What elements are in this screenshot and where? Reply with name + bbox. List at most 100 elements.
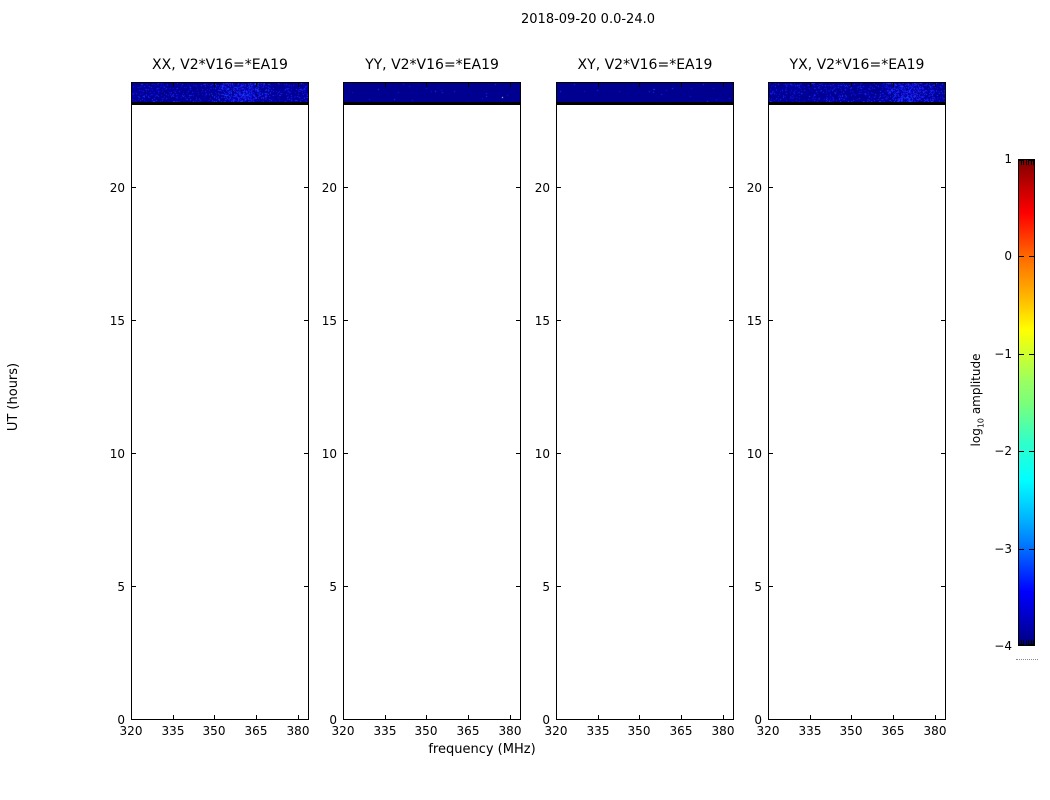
y-tick-label: 15 bbox=[109, 314, 125, 328]
y-tick-mark bbox=[132, 586, 136, 587]
colorbar-tick-label: −4 bbox=[994, 639, 1012, 653]
y-tick-mark bbox=[132, 453, 136, 454]
x-tick-mark-top bbox=[768, 83, 769, 87]
x-tick-label: 350 bbox=[839, 724, 863, 738]
y-tick-mark bbox=[132, 320, 136, 321]
y-tick-label: 20 bbox=[534, 181, 550, 195]
y-tick-mark bbox=[344, 453, 348, 454]
colorbar-underflow-dots bbox=[1016, 653, 1038, 660]
y-tick-label: 10 bbox=[534, 447, 550, 461]
colorbar-tick-mark bbox=[1029, 549, 1034, 550]
panel-title: YX, V2*V16=*EA19 bbox=[789, 57, 925, 73]
x-tick-mark-top bbox=[298, 83, 299, 87]
y-tick-label: 0 bbox=[542, 713, 550, 727]
y-tick-mark bbox=[557, 187, 561, 188]
colorbar-end-comb bbox=[1030, 160, 1032, 165]
y-tick-label: 5 bbox=[329, 580, 337, 594]
y-tick-label: 15 bbox=[534, 314, 550, 328]
colorbar-end-comb bbox=[1021, 640, 1022, 645]
x-tick-mark-top bbox=[173, 83, 174, 87]
flagged-row bbox=[769, 102, 945, 105]
x-tick-mark bbox=[131, 715, 132, 719]
y-tick-mark-right bbox=[729, 320, 733, 321]
x-tick-mark-top bbox=[426, 83, 427, 87]
x-tick-mark bbox=[935, 715, 936, 719]
colorbar-tick-mark bbox=[1019, 644, 1024, 645]
x-tick-label: 335 bbox=[586, 724, 610, 738]
colorbar-label-pre: log bbox=[969, 428, 983, 447]
x-tick-label: 350 bbox=[202, 724, 226, 738]
x-tick-mark bbox=[214, 715, 215, 719]
x-tick-mark-top bbox=[935, 83, 936, 87]
panel-YX bbox=[768, 82, 946, 720]
x-tick-mark-top bbox=[851, 83, 852, 87]
x-tick-mark bbox=[343, 715, 344, 719]
y-tick-mark-right bbox=[516, 320, 520, 321]
y-tick-mark-right bbox=[304, 719, 308, 720]
y-tick-mark-right bbox=[941, 586, 945, 587]
y-tick-mark-right bbox=[729, 719, 733, 720]
x-tick-mark bbox=[556, 715, 557, 719]
x-tick-label: 335 bbox=[161, 724, 185, 738]
x-tick-mark bbox=[598, 715, 599, 719]
colorbar-tick-mark bbox=[1029, 160, 1034, 161]
flagged-row bbox=[557, 102, 733, 105]
x-tick-label: 350 bbox=[414, 724, 438, 738]
x-axis-label: frequency (MHz) bbox=[428, 742, 536, 757]
colorbar-label-post: amplitude bbox=[969, 353, 983, 418]
y-tick-label: 5 bbox=[117, 580, 125, 594]
heatmap-band bbox=[557, 83, 733, 102]
colorbar-tick-mark bbox=[1019, 160, 1024, 161]
panel-XX bbox=[131, 82, 309, 720]
panel-YY bbox=[343, 82, 521, 720]
x-tick-mark bbox=[426, 715, 427, 719]
x-tick-label: 320 bbox=[331, 724, 355, 738]
y-tick-label: 15 bbox=[321, 314, 337, 328]
flagged-row bbox=[344, 102, 520, 105]
y-axis-label: UT (hours) bbox=[6, 362, 21, 432]
x-tick-mark-top bbox=[556, 83, 557, 87]
y-tick-mark-right bbox=[516, 719, 520, 720]
y-tick-mark bbox=[769, 453, 773, 454]
x-tick-mark-top bbox=[810, 83, 811, 87]
x-tick-label: 335 bbox=[373, 724, 397, 738]
x-tick-mark-top bbox=[343, 83, 344, 87]
x-tick-mark-top bbox=[385, 83, 386, 87]
x-tick-mark-top bbox=[681, 83, 682, 87]
panel-title: YY, V2*V16=*EA19 bbox=[365, 57, 499, 73]
x-tick-label: 320 bbox=[756, 724, 780, 738]
y-tick-mark bbox=[557, 586, 561, 587]
x-tick-mark bbox=[639, 715, 640, 719]
x-tick-mark-top bbox=[639, 83, 640, 87]
x-tick-mark bbox=[810, 715, 811, 719]
x-tick-mark bbox=[256, 715, 257, 719]
colorbar-end-comb bbox=[1023, 160, 1025, 165]
y-tick-mark-right bbox=[729, 187, 733, 188]
y-tick-label: 10 bbox=[109, 447, 125, 461]
y-tick-label: 20 bbox=[321, 181, 337, 195]
x-tick-mark-top bbox=[893, 83, 894, 87]
colorbar-end-comb bbox=[1025, 640, 1027, 645]
y-tick-label: 0 bbox=[329, 713, 337, 727]
y-tick-mark bbox=[344, 719, 348, 720]
x-tick-label: 365 bbox=[244, 724, 268, 738]
panel-title: XY, V2*V16=*EA19 bbox=[577, 57, 713, 73]
colorbar-tick-mark bbox=[1019, 451, 1024, 452]
x-tick-mark bbox=[385, 715, 386, 719]
colorbar-tick-mark bbox=[1029, 644, 1034, 645]
x-tick-mark bbox=[173, 715, 174, 719]
y-tick-mark-right bbox=[304, 187, 308, 188]
colorbar-end-comb bbox=[1028, 640, 1030, 645]
x-tick-mark bbox=[681, 715, 682, 719]
colorbar-end-comb bbox=[1025, 160, 1027, 165]
colorbar-tick-mark bbox=[1029, 354, 1034, 355]
y-tick-mark-right bbox=[941, 453, 945, 454]
colorbar-end-comb bbox=[1028, 160, 1030, 165]
y-tick-label: 5 bbox=[754, 580, 762, 594]
colorbar-tick-mark bbox=[1029, 256, 1034, 257]
x-tick-mark-top bbox=[214, 83, 215, 87]
y-tick-label: 0 bbox=[117, 713, 125, 727]
x-tick-label: 380 bbox=[286, 724, 310, 738]
y-tick-mark bbox=[557, 453, 561, 454]
heatmap-band bbox=[344, 83, 520, 102]
